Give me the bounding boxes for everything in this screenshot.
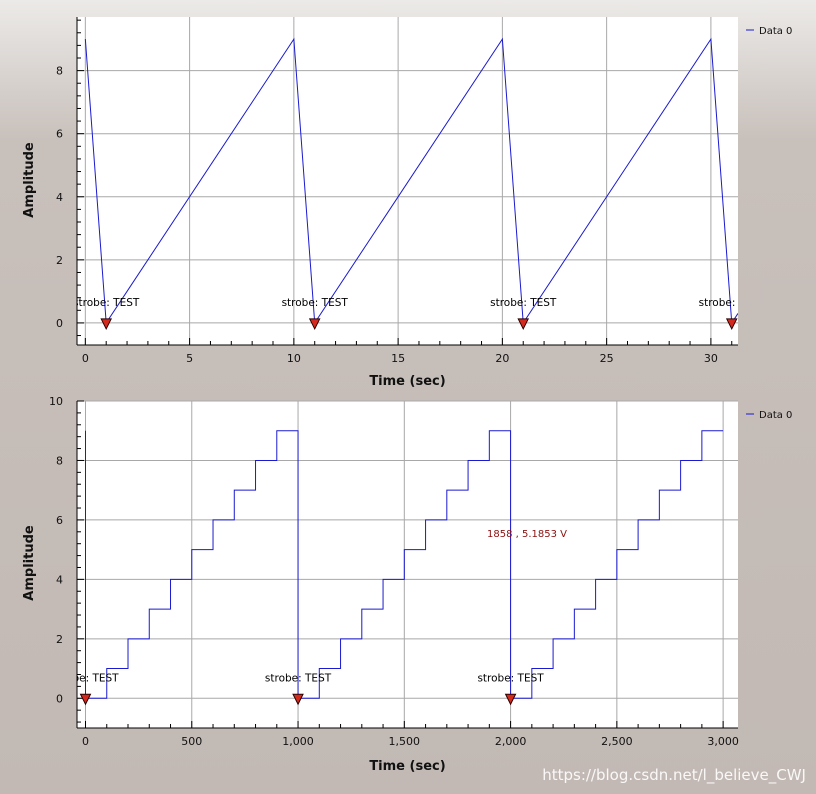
plot-area[interactable]: [77, 401, 738, 728]
tag-label: strobe: TEST: [265, 672, 332, 684]
legend-label: Data 0: [759, 26, 792, 37]
chart-panel-2: 0 500 1,000 1,500 2,000 2,500 3,000 0 2 4 6 8 10 Time…: [22, 395, 792, 774]
x-tick-label: 0: [82, 735, 89, 748]
legend-label: Data 0: [759, 410, 792, 421]
y-tick-label: 6: [56, 128, 63, 141]
x-axis-title: Time (sec): [369, 374, 445, 389]
tag-label: strobe: TEST: [73, 297, 140, 309]
tag-label: strobe: TEST: [52, 672, 119, 684]
y-tick-label: 10: [49, 395, 63, 408]
y-tick-label: 8: [56, 454, 63, 467]
tag-marker[interactable]: [79, 693, 92, 706]
tag-label: strobe: TEST: [699, 297, 766, 309]
y-axis-title: Amplitude: [22, 142, 37, 218]
tag-marker[interactable]: [292, 693, 304, 706]
x-tick-label: 30: [704, 352, 718, 365]
x-tick-label: 15: [391, 352, 405, 365]
y-tick-label: 6: [56, 514, 63, 527]
y-tick-label: 4: [56, 191, 63, 204]
tag-group: strobe: TEST strobe: TEST strobe: TEST: [52, 672, 544, 706]
x-tick-label: 10: [287, 352, 301, 365]
x-tick-label: 20: [495, 352, 509, 365]
y-tick-label: 2: [56, 633, 63, 646]
x-axis-title: Time (sec): [369, 759, 445, 774]
tag-label: strobe: TEST: [490, 297, 557, 309]
x-tick-label: 3,000: [707, 735, 739, 748]
tag-label: strobe: TEST: [477, 672, 544, 684]
x-tick-label: 2,500: [601, 735, 633, 748]
legend[interactable]: Data 0: [746, 410, 792, 421]
plot-area[interactable]: [77, 17, 738, 345]
x-tick-label: 500: [181, 735, 202, 748]
y-tick-label: 0: [56, 317, 63, 330]
grid: [77, 17, 738, 345]
tag-marker[interactable]: [725, 318, 738, 331]
tag-label: strobe: TEST: [282, 297, 349, 309]
chart-panel-1: 0 5 10 15 20 25 30 0 2 4 6 8 Time (sec) Amplitude Data…: [22, 17, 792, 389]
y-axis-title: Amplitude: [22, 525, 37, 601]
x-tick-label: 5: [186, 352, 193, 365]
tag-marker[interactable]: [308, 318, 321, 331]
x-tick-label: 2,000: [495, 735, 527, 748]
x-tick-label: 1,000: [282, 735, 314, 748]
series-line: [85, 430, 724, 699]
y-tick-label: 2: [56, 254, 63, 267]
series-line: [84, 37, 738, 325]
legend[interactable]: Data 0: [746, 26, 792, 37]
y-tick-label: 8: [56, 65, 63, 78]
cursor-readout: 1858 , 5.1853 V: [487, 529, 567, 540]
y-tick-label: 0: [56, 692, 63, 705]
tag-marker[interactable]: [517, 318, 530, 331]
tag-marker[interactable]: [100, 318, 113, 331]
y-tick-label: 4: [56, 573, 63, 586]
tag-marker[interactable]: [504, 693, 517, 706]
watermark-text: https://blog.csdn.net/l_believe_CWJ: [542, 766, 806, 784]
tag-group: strobe: TEST strobe: TEST strobe: TEST stro…: [73, 297, 766, 331]
x-tick-label: 0: [82, 352, 89, 365]
x-tick-label: 25: [600, 352, 614, 365]
x-tick-label: 1,500: [389, 735, 421, 748]
